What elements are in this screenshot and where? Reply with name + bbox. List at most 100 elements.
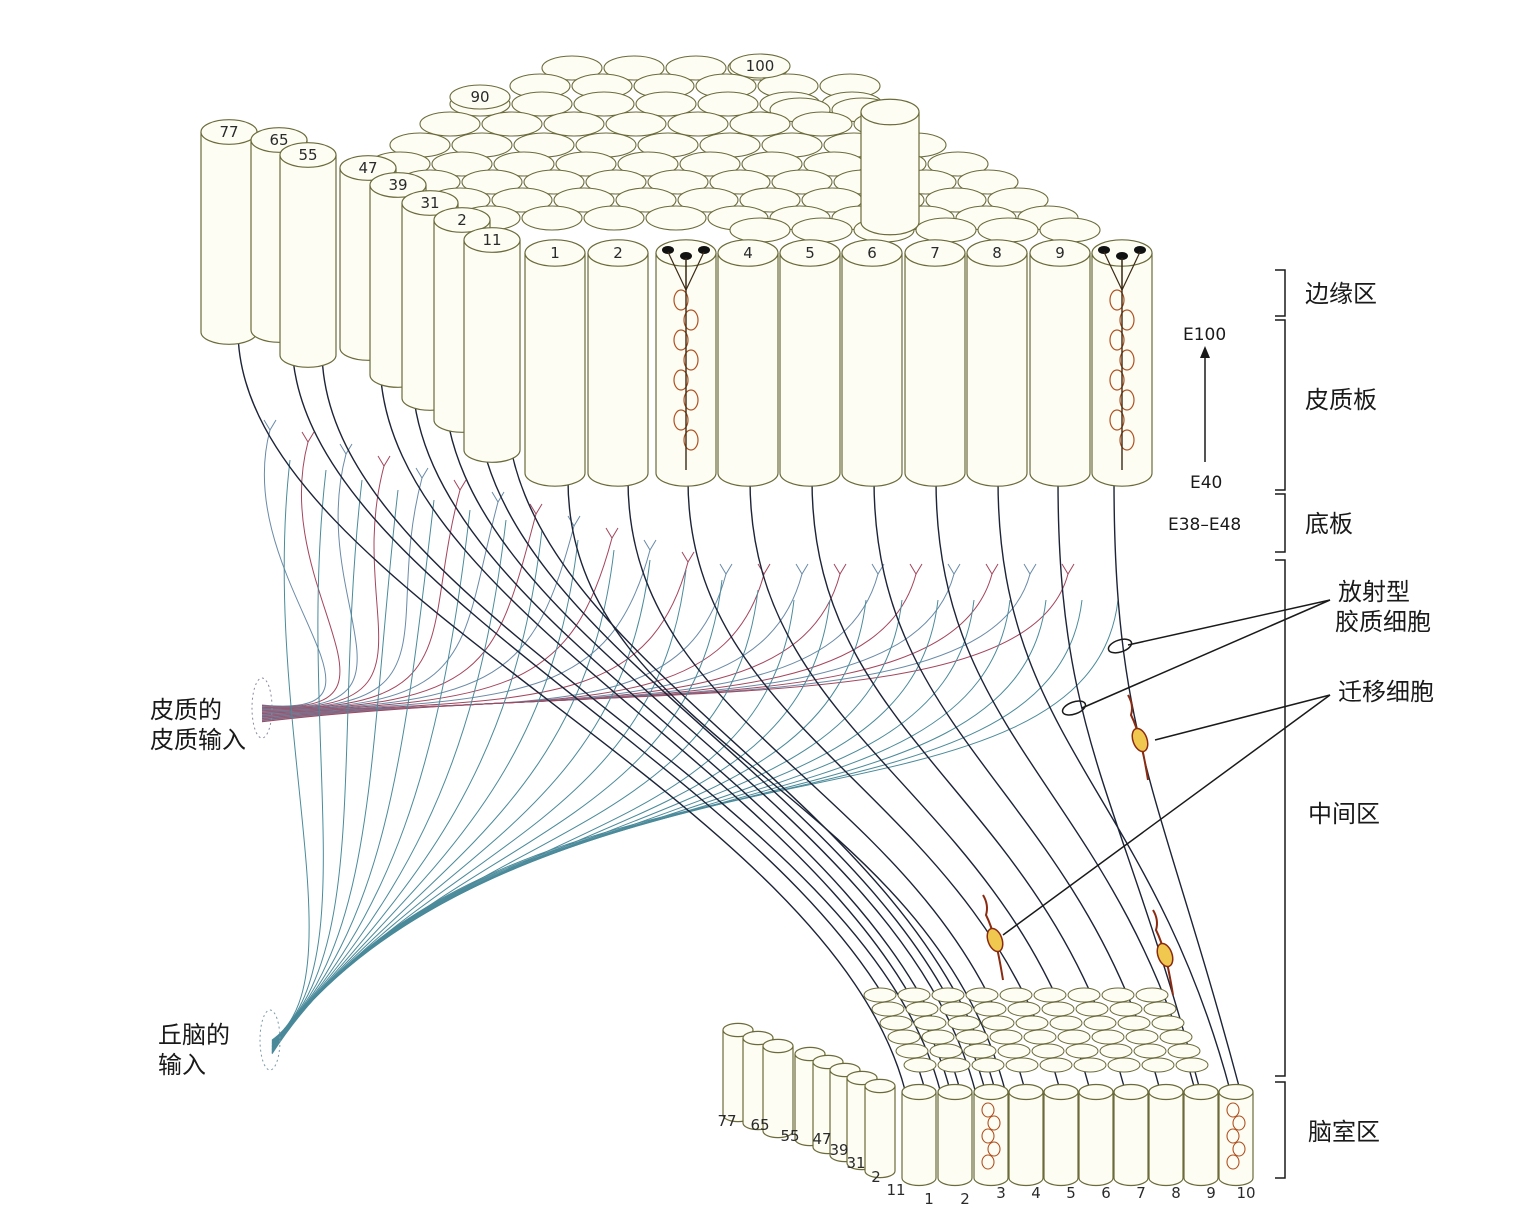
column-top: [937, 1057, 971, 1073]
column-top: [511, 91, 573, 117]
column-top: [729, 53, 791, 79]
bottom-column-number: 9: [1206, 1184, 1216, 1202]
top-front-column: 7: [904, 239, 966, 487]
column-top: [1039, 217, 1101, 243]
axon-terminal-icon: [263, 419, 277, 431]
dendrite-tip-icon: [698, 246, 710, 254]
column-top: [741, 151, 803, 177]
thalamic-input-fiber: [271, 599, 795, 1049]
bottom-column-number: 2: [871, 1168, 881, 1186]
time-label-subplate: E38–E48: [1168, 515, 1241, 535]
dendrite-tip-icon: [1134, 246, 1146, 254]
column-number: 65: [269, 131, 288, 149]
axon-terminal-icon: [719, 563, 733, 575]
axon-terminal-icon: [871, 563, 885, 575]
column-top: [1007, 1001, 1041, 1017]
bottom-column-number: 31: [846, 1154, 865, 1172]
bottom-column-number: 10: [1236, 1184, 1255, 1202]
axon-terminal-icon: [491, 491, 505, 503]
zone-label-cortical-plate: 皮质板: [1305, 386, 1377, 414]
zone-bracket: [1275, 319, 1286, 491]
column-top: [1125, 1029, 1159, 1045]
column-number: 100: [746, 57, 775, 75]
column-top: [419, 111, 481, 137]
cortical-input-fiber: [261, 465, 385, 709]
bottom-front-column: [1113, 1083, 1149, 1187]
radial-glia-fiber: [1057, 479, 1201, 1091]
column-top: [1073, 1057, 1107, 1073]
column-number: 90: [470, 88, 489, 106]
migrating-cell: [1152, 909, 1174, 996]
column-top: [1143, 1001, 1177, 1017]
column-top: [1109, 1001, 1143, 1017]
radial-glia-fiber: [567, 479, 1006, 1091]
axon-terminal-icon: [833, 563, 847, 575]
dendrite-tip-icon: [1116, 252, 1128, 260]
thalamic-input-fiber: [271, 489, 399, 1043]
label-cortical-input-2: 皮质输入: [150, 726, 246, 754]
thalamic-source-bundle: [259, 1009, 281, 1071]
thalamic-input-fiber: [271, 509, 471, 1044]
radial-glia-fiber: [749, 479, 1091, 1091]
cortical-input-fiber: [261, 573, 1031, 722]
column-top: [605, 111, 667, 137]
radial-glia-fiber: [291, 339, 926, 1091]
axon-terminal-icon: [757, 563, 771, 575]
column-top: [603, 55, 665, 81]
ventricular-cell: [981, 1128, 995, 1144]
dendrite-tip-icon: [680, 252, 692, 260]
top-column: [860, 98, 920, 236]
radial-glia-fiber: [237, 329, 906, 1091]
top-front-column: 2: [587, 239, 649, 487]
column-top: [1039, 1057, 1073, 1073]
migrating-soma-icon: [986, 927, 1004, 953]
bottom-column-number: 2: [960, 1190, 970, 1208]
thalamic-input-fiber: [271, 459, 310, 1041]
axon-terminal-icon: [453, 479, 467, 491]
column-number: 47: [358, 159, 377, 177]
column-top: [585, 169, 647, 195]
column-top: [1057, 1029, 1091, 1045]
bottom-column-number: 55: [780, 1127, 799, 1145]
bottom-front-column: [901, 1083, 937, 1187]
zone-bracket: [1275, 1081, 1286, 1179]
zone-label-marginal: 边缘区: [1305, 280, 1377, 308]
column-number: 7: [930, 244, 940, 262]
radial-glia-fiber: [443, 379, 976, 1091]
column-top: [997, 1043, 1031, 1059]
axon-terminal-icon: [909, 563, 923, 575]
column-top: [1083, 1015, 1117, 1031]
cortical-input-fiber: [261, 501, 499, 711]
column-top: [449, 84, 511, 110]
neuron-column-cells: [662, 246, 710, 470]
column-top: [617, 151, 679, 177]
column-top: [863, 987, 897, 1003]
column-number: 2: [457, 211, 467, 229]
column-top: [1117, 1015, 1151, 1031]
column-number: 39: [388, 176, 407, 194]
thalamic-input-fiber: [271, 599, 939, 1052]
column-top: [543, 111, 605, 137]
column-number: 6: [867, 244, 877, 262]
column-top: [523, 169, 585, 195]
column-top: [1101, 987, 1135, 1003]
column-top: [913, 1015, 947, 1031]
column-top: [921, 1029, 955, 1045]
top-front-column: 1: [524, 239, 586, 487]
radial-glia-fiber: [411, 369, 961, 1091]
column-number: 5: [805, 244, 815, 262]
column-top: [1033, 987, 1067, 1003]
thalamic-input-fiber: [271, 539, 579, 1046]
zone-label-ventricular: 脑室区: [1308, 1118, 1380, 1146]
axon-terminal-icon: [605, 527, 619, 539]
column-top: [555, 151, 617, 177]
radial-glia-fiber: [1113, 479, 1241, 1091]
column-top: [645, 205, 707, 231]
time-label-e100: E100: [1183, 325, 1226, 345]
column-top: [947, 1015, 981, 1031]
column-top: [871, 1001, 905, 1017]
column-top: [647, 169, 709, 195]
axon-terminal-icon: [377, 455, 391, 467]
zone-bracket: [1275, 559, 1286, 1077]
